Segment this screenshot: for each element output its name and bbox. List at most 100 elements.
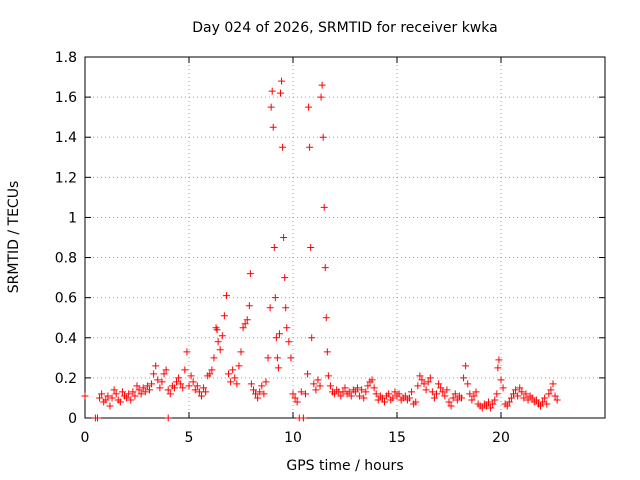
data-point bbox=[96, 394, 104, 402]
data-point bbox=[391, 388, 399, 396]
data-point bbox=[164, 386, 172, 394]
data-point bbox=[278, 77, 286, 85]
data-point bbox=[249, 386, 257, 394]
data-point bbox=[537, 402, 545, 410]
data-point bbox=[470, 392, 478, 400]
data-point bbox=[266, 304, 274, 312]
data-point bbox=[341, 384, 349, 392]
x-tick-label: 20 bbox=[492, 430, 510, 446]
data-point bbox=[395, 390, 403, 398]
data-point bbox=[197, 392, 205, 400]
data-point bbox=[189, 378, 197, 386]
data-point bbox=[141, 388, 149, 396]
data-point bbox=[449, 394, 457, 402]
data-point bbox=[241, 320, 249, 328]
data-point bbox=[304, 370, 312, 378]
data-point bbox=[154, 376, 162, 384]
data-point bbox=[360, 394, 368, 402]
data-point bbox=[389, 394, 397, 402]
x-axis-label: GPS time / hours bbox=[286, 458, 403, 474]
data-point bbox=[133, 382, 141, 390]
data-point bbox=[200, 384, 208, 392]
axis-ticks bbox=[84, 56, 605, 419]
y-tick-label: 0.6 bbox=[55, 291, 77, 307]
data-point bbox=[418, 376, 426, 384]
data-point bbox=[453, 396, 461, 404]
data-point bbox=[218, 332, 226, 340]
data-point bbox=[491, 396, 499, 404]
data-point bbox=[170, 384, 178, 392]
data-point bbox=[451, 390, 459, 398]
y-axis-label: SRMTID / TECUs bbox=[6, 181, 22, 294]
data-point bbox=[137, 390, 145, 398]
data-point bbox=[435, 380, 443, 388]
data-point bbox=[264, 354, 272, 362]
data-point bbox=[494, 364, 502, 372]
y-tick-label: 1 bbox=[68, 210, 77, 226]
data-point bbox=[289, 390, 297, 398]
data-point bbox=[268, 87, 276, 95]
data-point bbox=[319, 133, 327, 141]
data-point bbox=[445, 398, 453, 406]
data-point bbox=[273, 354, 281, 362]
data-point bbox=[524, 396, 532, 404]
data-point bbox=[314, 376, 322, 384]
plot-frame bbox=[84, 56, 606, 419]
data-point bbox=[426, 374, 434, 382]
data-point bbox=[262, 378, 270, 386]
data-point bbox=[202, 388, 210, 396]
tick-labels: 0 0.2 0.4 0.6 0.8 1 1.2 1.4 1.6 1.8 0 5 10 15 20 bbox=[55, 50, 510, 446]
data-point bbox=[282, 304, 290, 312]
data-point bbox=[129, 388, 137, 396]
data-point bbox=[135, 386, 143, 394]
data-point bbox=[547, 386, 555, 394]
data-point bbox=[177, 380, 185, 388]
data-point bbox=[281, 274, 289, 282]
data-point bbox=[301, 390, 309, 398]
data-point bbox=[416, 372, 424, 380]
data-point bbox=[275, 330, 283, 338]
data-point bbox=[507, 394, 515, 402]
data-point bbox=[505, 398, 513, 406]
data-point bbox=[482, 402, 490, 410]
data-point bbox=[312, 386, 320, 394]
data-point bbox=[368, 376, 376, 384]
data-point bbox=[339, 388, 347, 396]
data-point bbox=[553, 396, 561, 404]
data-point bbox=[408, 388, 416, 396]
data-point bbox=[439, 388, 447, 396]
data-point bbox=[160, 370, 168, 378]
data-point bbox=[156, 384, 164, 392]
x-tick-label: 15 bbox=[388, 430, 406, 446]
data-point bbox=[430, 394, 438, 402]
data-point bbox=[220, 312, 228, 320]
data-point bbox=[520, 394, 528, 402]
data-point bbox=[214, 338, 222, 346]
data-point bbox=[297, 388, 305, 396]
data-point bbox=[518, 388, 526, 396]
data-point bbox=[305, 103, 313, 111]
data-point bbox=[108, 394, 116, 402]
data-point bbox=[443, 386, 451, 394]
y-tick-label: 1.8 bbox=[55, 50, 77, 66]
data-point bbox=[256, 388, 264, 396]
data-point bbox=[372, 390, 380, 398]
data-points bbox=[81, 77, 561, 422]
data-point bbox=[551, 392, 559, 400]
data-point bbox=[285, 338, 293, 346]
data-point bbox=[148, 380, 156, 388]
data-point bbox=[246, 270, 254, 278]
data-point bbox=[125, 390, 133, 398]
data-point bbox=[258, 382, 266, 390]
data-point bbox=[545, 390, 553, 398]
data-point bbox=[123, 394, 131, 402]
data-point bbox=[181, 366, 189, 374]
data-point bbox=[347, 392, 355, 400]
data-point bbox=[267, 103, 275, 111]
data-point bbox=[495, 356, 503, 364]
data-point bbox=[478, 404, 486, 412]
data-point bbox=[324, 372, 332, 380]
grid-lines bbox=[85, 57, 605, 418]
data-point bbox=[269, 123, 277, 131]
